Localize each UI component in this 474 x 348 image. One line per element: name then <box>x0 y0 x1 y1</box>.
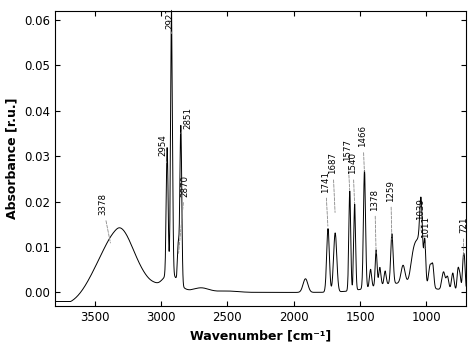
Text: 721: 721 <box>459 217 468 258</box>
Text: 1741: 1741 <box>321 171 330 226</box>
Text: 1577: 1577 <box>343 139 352 190</box>
Text: 2851: 2851 <box>181 107 192 134</box>
Text: 1259: 1259 <box>386 180 395 240</box>
Text: 1039: 1039 <box>416 198 425 231</box>
Text: 1687: 1687 <box>328 152 337 213</box>
Text: 1011: 1011 <box>421 216 430 249</box>
Text: 1466: 1466 <box>358 125 367 172</box>
Text: 1378: 1378 <box>370 189 379 253</box>
Text: 2954: 2954 <box>158 134 167 163</box>
Text: 2870: 2870 <box>179 175 190 253</box>
Text: 2921: 2921 <box>165 7 174 34</box>
X-axis label: Wavenumber [cm⁻¹]: Wavenumber [cm⁻¹] <box>190 330 331 342</box>
Y-axis label: Absorbance [r.u.]: Absorbance [r.u.] <box>6 98 18 219</box>
Text: 1540: 1540 <box>348 152 357 203</box>
Text: 3378: 3378 <box>98 193 110 243</box>
